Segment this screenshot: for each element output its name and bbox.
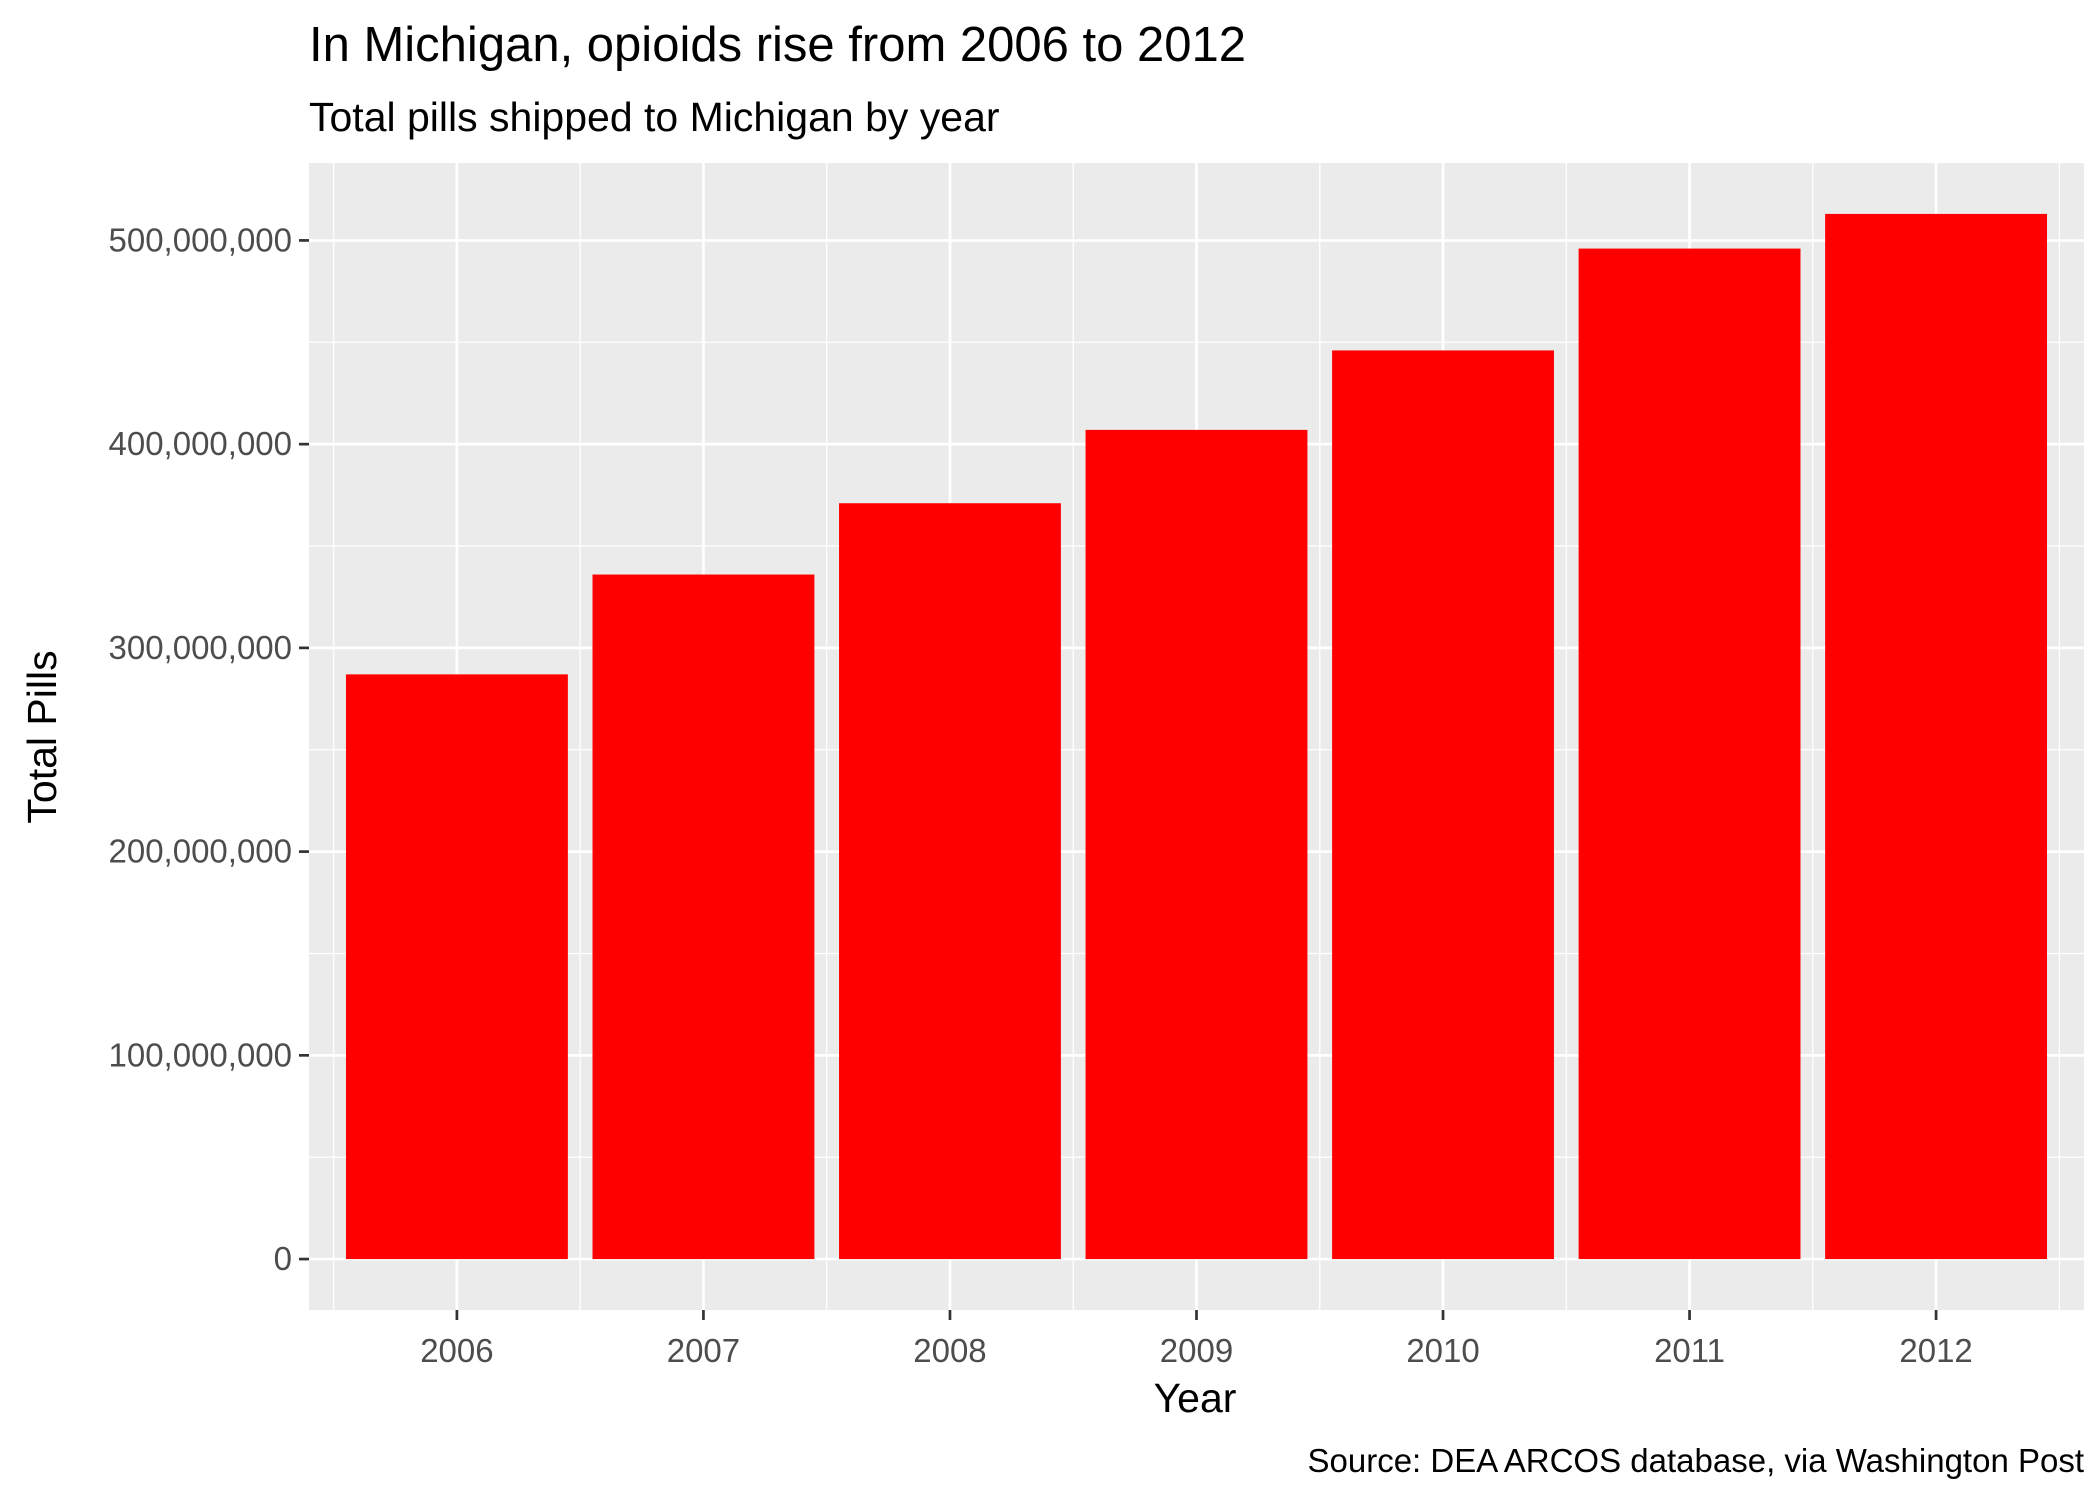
tick-labels: 0 100,000,000 200,000,000 300,000,000 400,00… [108,221,1972,1369]
bar-2011 [1578,248,1801,1260]
x-tick-label: 2010 [1406,1332,1479,1369]
y-axis-title: Total Pills [19,650,65,823]
bar-2012 [1825,213,2048,1260]
y-tick-label: 100,000,000 [108,1036,292,1073]
x-tick-label: 2007 [667,1332,740,1369]
bar-2008 [839,503,1061,1260]
x-tick-label: 2012 [1899,1332,1972,1369]
x-tick-label: 2008 [913,1332,986,1369]
x-axis-title: Year [1154,1375,1237,1421]
bar-2009 [1085,429,1308,1260]
y-tick-label: 0 [274,1240,292,1277]
axis-ticks [299,239,1938,1320]
x-tick-label: 2009 [1160,1332,1233,1369]
y-tick-label: 500,000,000 [108,221,292,258]
bar-2010 [1332,350,1554,1260]
bar-2007 [592,574,815,1260]
y-tick-label: 400,000,000 [108,425,292,462]
y-tick-label: 200,000,000 [108,833,292,870]
x-tick-label: 2011 [1654,1332,1725,1369]
chart-caption: Source: DEA ARCOS database, via Washingt… [1307,1442,2084,1479]
bars [345,213,2048,1260]
chart-subtitle: Total pills shipped to Michigan by year [309,94,1000,140]
chart-title: In Michigan, opioids rise from 2006 to 2… [309,18,1246,72]
y-tick-label: 300,000,000 [108,629,292,666]
x-tick-label: 2006 [420,1332,493,1369]
bar-2006 [345,674,568,1260]
